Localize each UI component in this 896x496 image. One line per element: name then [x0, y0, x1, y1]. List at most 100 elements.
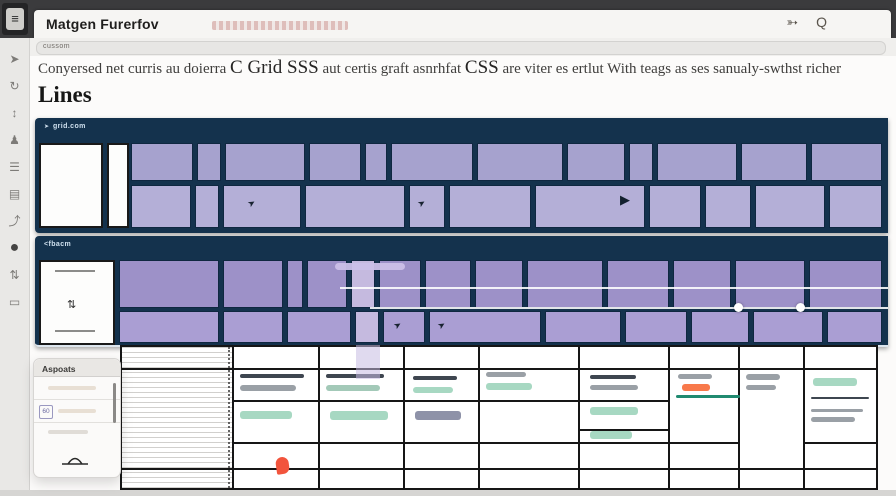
- grid-border: [738, 347, 740, 488]
- ink-icon[interactable]: ●: [9, 239, 20, 256]
- grid-cell[interactable]: [673, 260, 731, 308]
- address-row: cussom: [30, 38, 896, 57]
- grid-border: [232, 400, 668, 402]
- pointer-tool-icon[interactable]: ➳: [786, 14, 799, 30]
- grid-cell[interactable]: [119, 260, 219, 308]
- share-icon[interactable]: ⤴: [8, 214, 21, 228]
- search-icon[interactable]: Q: [816, 14, 827, 30]
- grid-cell[interactable]: [827, 311, 882, 343]
- window-title-strip: Matgen Furerfov ➳ Q: [34, 10, 891, 38]
- grid-border: [668, 347, 670, 488]
- grid-cell[interactable]: [475, 260, 523, 308]
- grid-cell[interactable]: [567, 143, 625, 181]
- grid-cell[interactable]: [811, 143, 882, 181]
- pointer-icon[interactable]: ➤: [9, 52, 20, 66]
- grid-cell[interactable]: [379, 260, 421, 308]
- grid-border: [803, 442, 876, 444]
- inspector-row[interactable]: 60: [34, 400, 120, 423]
- list-icon[interactable]: ☰: [9, 160, 20, 174]
- grid-border: [578, 429, 668, 431]
- grid-cell[interactable]: ➤: [429, 311, 541, 343]
- grid-cell[interactable]: [527, 260, 603, 308]
- content-bar: [746, 374, 780, 380]
- address-bar[interactable]: cussom: [36, 41, 886, 55]
- grid-border: [122, 368, 876, 370]
- panel-a-grid: ➤ ➤ ▶: [35, 139, 888, 233]
- grid-cell[interactable]: [705, 185, 751, 228]
- placeholder-text: [58, 409, 96, 413]
- intro-paragraph: Conyersed net curris au doierra C Grid S…: [38, 54, 892, 83]
- cursor-icon: ➤: [391, 318, 404, 332]
- chart-icon[interactable]: ▤: [8, 187, 21, 201]
- grid-cell[interactable]: [131, 143, 193, 181]
- grid-line-handle[interactable]: [734, 303, 743, 312]
- scrollbar-thumb[interactable]: [113, 383, 116, 423]
- content-bar: [486, 372, 526, 377]
- grid-border: [478, 347, 480, 488]
- placeholder-text: [48, 430, 88, 434]
- grid-cell[interactable]: [223, 260, 283, 308]
- grid-cell[interactable]: [625, 311, 687, 343]
- user-icon[interactable]: ♟: [9, 133, 20, 147]
- grid-cell-white-slim[interactable]: [107, 143, 129, 228]
- grid-cell[interactable]: [287, 311, 351, 343]
- grid-cell[interactable]: [755, 185, 825, 228]
- content-bar: [811, 417, 855, 422]
- grid-cell[interactable]: [545, 311, 621, 343]
- grid-cell[interactable]: [287, 260, 303, 308]
- grid-cell[interactable]: [649, 185, 701, 228]
- grid-cell[interactable]: [735, 260, 805, 308]
- inspector-row[interactable]: [34, 423, 120, 445]
- grid-cell[interactable]: [629, 143, 653, 181]
- grid-cell[interactable]: [223, 311, 283, 343]
- content-bar: [330, 411, 388, 420]
- grid-cell[interactable]: [131, 185, 191, 228]
- grid-cell-highlighted[interactable]: [355, 311, 379, 343]
- grid-cell-white-large[interactable]: [39, 143, 103, 228]
- grid-cell-white-sidebar[interactable]: ⇅: [39, 260, 115, 345]
- intro-emphasis-2: CSS: [464, 57, 499, 78]
- content-bar: [678, 374, 712, 379]
- grid-cell[interactable]: [309, 143, 361, 181]
- inspector-row[interactable]: [34, 377, 120, 400]
- grid-cell[interactable]: [477, 143, 563, 181]
- grid-cell[interactable]: [753, 311, 823, 343]
- refresh-icon[interactable]: ↻: [9, 79, 20, 93]
- grid-cell[interactable]: [691, 311, 749, 343]
- menu-button[interactable]: ≡: [2, 3, 28, 35]
- grid-cell[interactable]: [225, 143, 305, 181]
- grid-cell[interactable]: [657, 143, 737, 181]
- grid-cell[interactable]: [307, 260, 347, 308]
- grid-cell[interactable]: ➤: [383, 311, 425, 343]
- red-marker-pin[interactable]: [274, 456, 291, 475]
- grid-cell[interactable]: ➤: [409, 185, 445, 228]
- title-overlay-decoration: [212, 21, 348, 30]
- grid-line-overlay: [370, 307, 888, 309]
- grid-cell[interactable]: [119, 311, 219, 343]
- grid-cell[interactable]: [365, 143, 387, 181]
- grid-cell[interactable]: [829, 185, 882, 228]
- grid-border: [318, 347, 320, 488]
- grid-cell[interactable]: [741, 143, 807, 181]
- grid-cell[interactable]: [449, 185, 531, 228]
- grid-border: [578, 347, 580, 488]
- placeholder-line: [55, 270, 95, 272]
- grid-cell[interactable]: [809, 260, 882, 308]
- grid-cell[interactable]: [195, 185, 219, 228]
- panel-a-arrow-icon: ➤: [44, 124, 50, 130]
- sort-icon: ⇅: [67, 299, 77, 311]
- swap-icon[interactable]: ⇅: [9, 268, 20, 282]
- panel-b-label: <fbacm: [44, 241, 72, 248]
- grid-cell[interactable]: [607, 260, 669, 308]
- slider-icon[interactable]: ↕: [11, 106, 18, 120]
- frame-icon[interactable]: ▭: [8, 295, 21, 309]
- grid-line-overlay: [340, 287, 888, 289]
- grid-cell[interactable]: [391, 143, 473, 181]
- grid-cell[interactable]: [305, 185, 405, 228]
- grid-line-handle[interactable]: [796, 303, 805, 312]
- grid-cell[interactable]: [425, 260, 471, 308]
- grid-cell[interactable]: ➤: [223, 185, 301, 228]
- grid-cell[interactable]: [197, 143, 221, 181]
- grid-cell[interactable]: ▶: [535, 185, 645, 228]
- intro-text-1: Conyersed net curris au doierra: [38, 61, 227, 77]
